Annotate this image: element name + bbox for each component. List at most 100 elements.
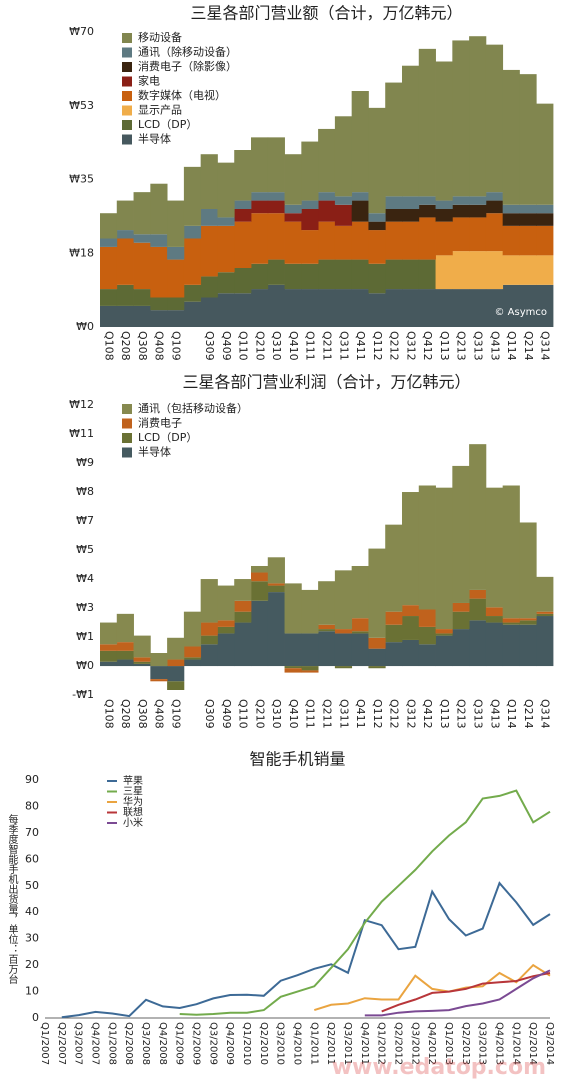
bar-segment [183,646,202,658]
line-series [61,881,551,1019]
x-tick-label: Q310 [270,699,283,729]
bar-segment [267,284,285,327]
x-tick-label: Q1/2007 [39,1022,50,1065]
x-tick-label: Q312 [404,331,417,361]
bar-segment [234,622,252,667]
bar-segment [402,605,420,617]
bar-segment [536,284,554,327]
bar-segment [301,200,319,209]
line-series [179,789,551,1016]
bar-segment [183,284,202,302]
y-axis-label: 每季度智能手机出货量，单位：百万台 [6,813,18,985]
line-series [364,969,551,1017]
chart-title: 三星各部门营业利润（合计，万亿韩元） [182,373,470,392]
bar-segment [418,204,436,218]
bar-segment [318,581,336,625]
bar-segment [301,589,319,634]
bar-segment [402,492,420,606]
legend-label: 移动设备 [138,30,182,44]
bar-segment [234,293,252,327]
bar-segment [536,576,554,612]
bar-segment [334,196,353,205]
bar-segment [234,579,252,601]
y-tick-label: ₩0 [76,659,94,672]
y-tick-label: ₩8 [76,485,94,498]
bar-segment [368,293,386,327]
bar-segment [452,602,470,612]
bar-segment [469,204,487,218]
x-tick-label: Q112 [371,699,384,729]
bar-segment [368,263,386,294]
x-tick-label: Q309 [203,331,216,361]
bar-segment [100,289,118,306]
bar-segment [469,589,487,599]
bar-segment [284,633,302,667]
x-tick-label: Q411 [354,331,367,361]
bar-segment [267,213,285,260]
x-tick-label: Q2/2012 [393,1022,404,1065]
bar-segment [284,154,302,205]
bar-segment [435,255,453,290]
bar-segment [251,263,269,290]
bar-segment [368,221,386,231]
bar-segment [351,618,369,632]
bar-segment [519,284,537,327]
bar-segment [536,225,554,256]
bar-segment [217,272,235,294]
x-tick-label: Q413 [488,699,501,729]
x-tick-label: Q108 [102,331,115,361]
bar-segment [200,635,218,645]
bar-segment [217,620,235,627]
bar-segment [234,209,252,222]
bar-segment [351,200,369,222]
bar-segment [435,629,453,634]
x-tick-label: Q312 [404,699,417,729]
legend-label: 消费电子（除影像） [138,59,237,73]
x-tick-label: Q212 [388,331,401,361]
y-tick-label: ₩18 [69,246,94,259]
legend-label: 华为 [123,795,143,808]
y-tick-label: 60 [25,852,39,865]
bar-segment [251,192,269,201]
bar-segment [536,611,554,614]
bar-segment [116,230,134,239]
x-tick-label: Q109 [170,699,183,729]
bar-segment [200,154,218,209]
bar-segment [469,620,487,667]
chart-title: 智能手机销量 [249,750,345,769]
bar-segment [200,276,218,298]
bar-segment [251,600,269,667]
bar-segment [116,238,134,285]
bar-segment [485,289,504,327]
bar-segment [452,465,470,603]
x-tick-label: Q314 [539,331,552,361]
bar-segment [351,289,369,327]
bar-segment [284,583,302,634]
bar-segment [519,213,537,226]
bar-segment [435,209,453,222]
bar-segment [234,150,252,201]
x-tick-label: Q408 [153,331,166,361]
y-tick-label: ₩11 [69,427,94,440]
bar-segment [385,289,403,327]
x-tick-label: Q314 [539,699,552,729]
x-tick-label: Q1/2008 [106,1022,117,1065]
bar-segment [519,255,537,285]
bar-segment [402,259,420,290]
bar-segment [385,209,403,222]
x-tick-label: Q3/2007 [73,1022,84,1065]
bar-segment [402,639,420,667]
bar-segment [435,200,453,209]
bar-segment [519,618,537,621]
y-tick-label: 50 [25,879,39,892]
x-tick-label: Q114 [505,331,518,361]
bar-segment [183,659,202,667]
x-tick-label: Q1/2012 [376,1022,387,1065]
bar-segment [217,162,235,218]
bar-segment [334,116,353,197]
x-tick-label: Q313 [472,331,485,361]
bar-segment [167,310,185,327]
bar-segment [536,616,554,667]
bar-segment [284,666,302,669]
